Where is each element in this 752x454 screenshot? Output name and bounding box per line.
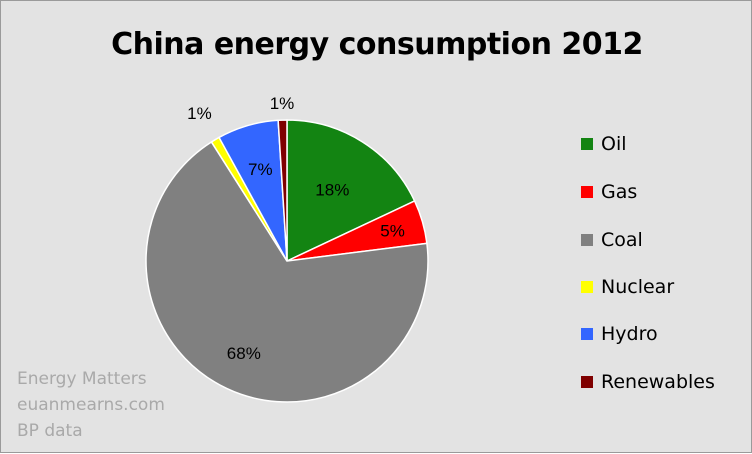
- legend-item-renewables: Renewables: [581, 371, 715, 393]
- data-label-renewables: 1%: [270, 94, 295, 113]
- data-label-nuclear: 1%: [187, 104, 212, 123]
- data-label-hydro: 7%: [248, 160, 273, 179]
- credit-line-1: Energy Matters: [17, 369, 147, 389]
- chart-title: China energy consumption 2012: [111, 27, 643, 62]
- legend-swatch-oil: [581, 138, 593, 150]
- credit-line-3: BP data: [17, 421, 83, 441]
- legend-item-hydro: Hydro: [581, 323, 658, 345]
- legend-item-gas: Gas: [581, 181, 637, 203]
- pie-slice-renewables: [277, 119, 288, 262]
- credit-line-2: euanmearns.com: [17, 395, 165, 415]
- legend-swatch-renewables: [581, 376, 593, 388]
- legend-item-coal: Coal: [581, 229, 643, 251]
- legend-item-oil: Oil: [581, 133, 627, 155]
- data-label-coal: 68%: [227, 344, 261, 363]
- legend-swatch-nuclear: [581, 281, 593, 293]
- legend-swatch-gas: [581, 186, 593, 198]
- legend-label-oil: Oil: [601, 133, 627, 155]
- legend-label-nuclear: Nuclear: [601, 276, 675, 298]
- legend-label-gas: Gas: [601, 181, 638, 203]
- legend-label-coal: Coal: [601, 229, 643, 251]
- legend-swatch-hydro: [581, 328, 593, 340]
- pie-slice-coal: [145, 140, 429, 403]
- legend-item-nuclear: Nuclear: [581, 276, 674, 298]
- legend-swatch-coal: [581, 234, 593, 246]
- data-label-oil: 18%: [315, 181, 349, 200]
- pie-slice-oil: [286, 119, 416, 263]
- legend-label-renewables: Renewables: [601, 371, 715, 393]
- legend-label-hydro: Hydro: [601, 323, 658, 345]
- data-label-gas: 5%: [380, 221, 405, 240]
